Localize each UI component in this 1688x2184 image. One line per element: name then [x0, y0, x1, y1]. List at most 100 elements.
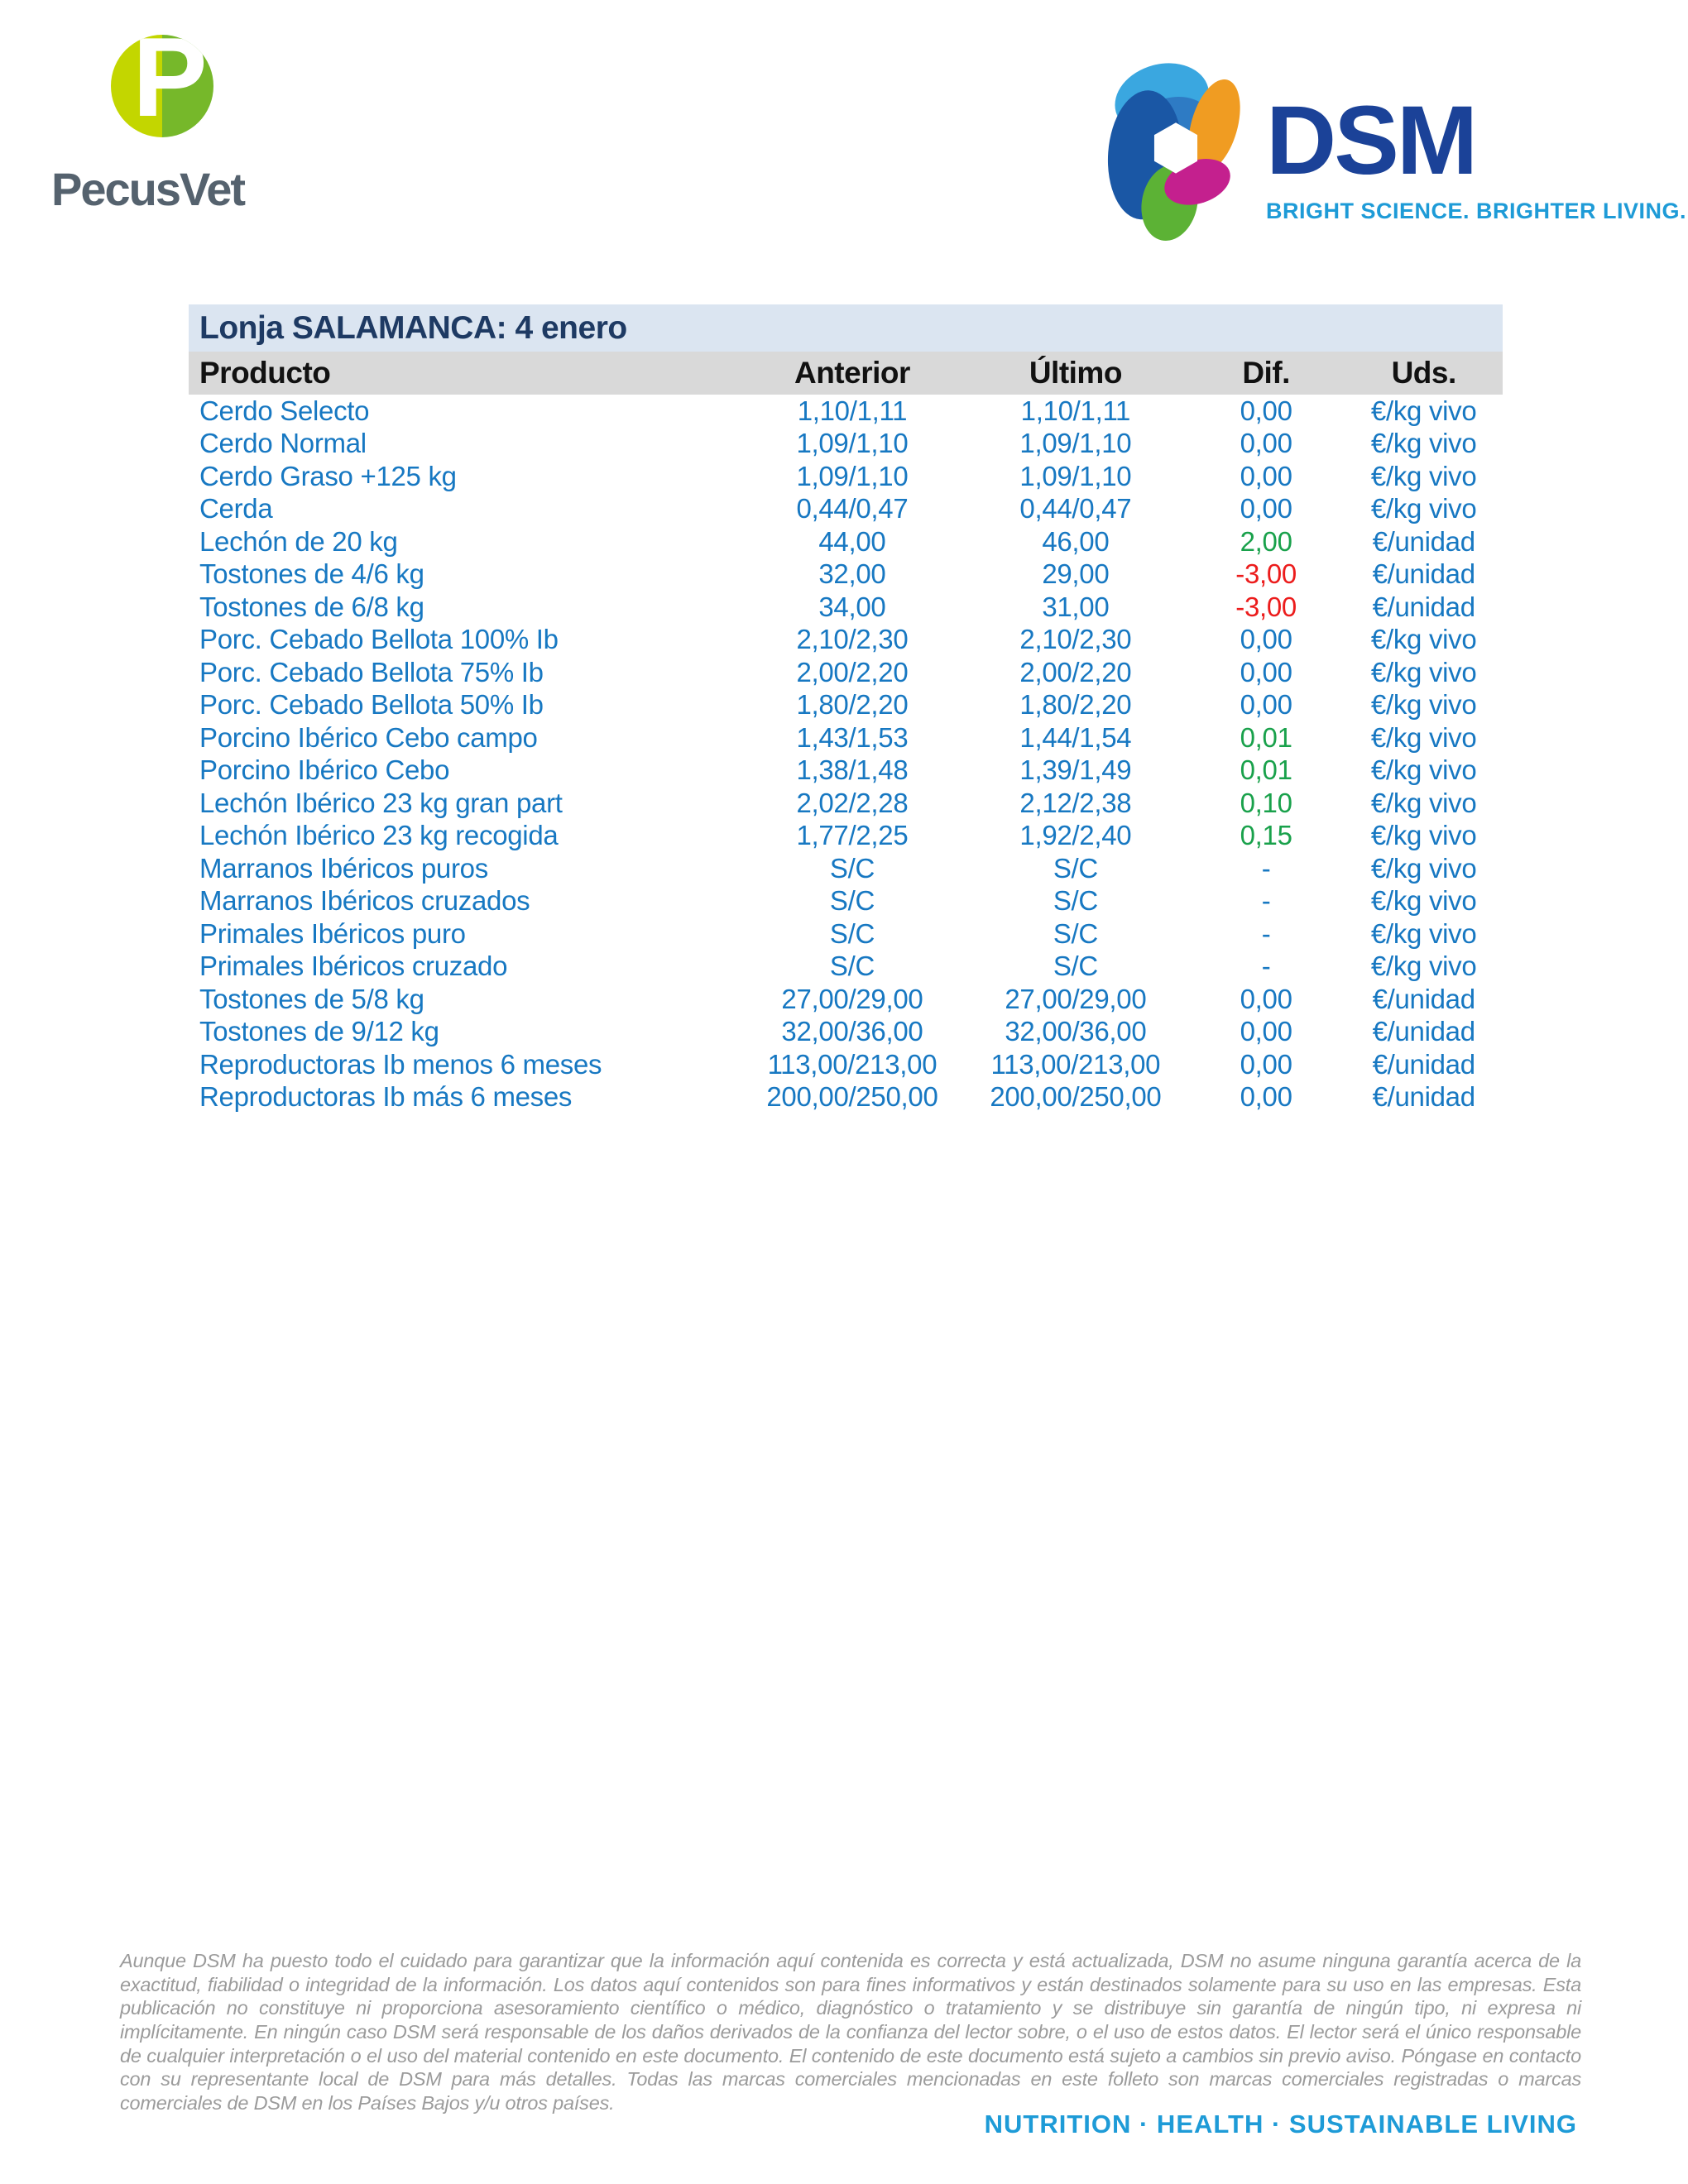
uds-value: €/kg vivo	[1370, 787, 1477, 818]
anterior-value: 1,09/1,10	[796, 428, 909, 459]
product-name: Marranos Ibéricos puros	[199, 852, 488, 884]
anterior-value: 200,00/250,00	[766, 1081, 938, 1113]
uds-value: €/kg vivo	[1370, 820, 1477, 851]
table-row: Reproductoras Ib más 6 meses 200,00/250,0…	[189, 1081, 1503, 1114]
dif-value: 0,10	[1240, 787, 1292, 818]
ultimo-value: 1,09/1,10	[1019, 428, 1132, 459]
table-title: Lonja SALAMANCA: 4 enero	[189, 304, 1503, 352]
anterior-value: 2,10/2,30	[796, 624, 909, 655]
table-row: Porc. Cebado Bellota 100% Ib 2,10/2,30 2,1…	[189, 624, 1503, 657]
dif-value: 0,01	[1240, 754, 1292, 786]
uds-value: €/unidad	[1372, 983, 1476, 1014]
anterior-value: 1,77/2,25	[796, 820, 909, 851]
uds-value: €/unidad	[1372, 1081, 1476, 1113]
column-header-dif: Dif.	[1242, 356, 1290, 390]
price-table: Lonja SALAMANCA: 4 enero Producto Anteri…	[189, 304, 1503, 1114]
ultimo-value: S/C	[1053, 852, 1098, 884]
table-row: Cerdo Graso +125 kg 1,09/1,10 1,09/1,10 0,0…	[189, 460, 1503, 493]
column-header-producto: Producto	[199, 356, 331, 390]
dif-value: 0,01	[1240, 721, 1292, 753]
table-row: Marranos Ibéricos puros S/C S/C - €/kg vivo	[189, 852, 1503, 885]
ultimo-value: 31,00	[1042, 591, 1110, 622]
uds-value: €/kg vivo	[1370, 493, 1477, 524]
ultimo-value: 29,00	[1042, 558, 1110, 590]
product-name: Porcino Ibérico Cebo	[199, 754, 450, 786]
uds-value: €/unidad	[1372, 591, 1476, 622]
product-name: Porcino Ibérico Cebo campo	[199, 721, 538, 753]
price-table-rows: Cerdo Selecto 1,10/1,11 1,10/1,11 0,00 €/kg …	[189, 395, 1503, 1114]
anterior-value: S/C	[829, 885, 875, 917]
ultimo-value: 1,09/1,10	[1019, 460, 1132, 491]
dif-value: -	[1261, 951, 1271, 982]
ultimo-value: 1,44/1,54	[1019, 721, 1132, 753]
dif-value: 2,00	[1240, 525, 1292, 557]
table-header-row: Producto Anterior Último Dif. Uds.	[189, 352, 1503, 395]
pecusvet-logo: P PecusVet	[51, 35, 324, 216]
product-name: Reproductoras Ib más 6 meses	[199, 1081, 573, 1113]
anterior-value: 2,00/2,20	[796, 656, 909, 687]
legal-disclaimer: Aunque DSM ha puesto todo el cuidado par…	[120, 1950, 1581, 2114]
dif-value: -	[1261, 885, 1271, 917]
uds-value: €/kg vivo	[1370, 951, 1477, 982]
anterior-value: 2,02/2,28	[796, 787, 909, 818]
table-row: Cerdo Normal 1,09/1,10 1,09/1,10 0,00 €/kg v…	[189, 428, 1503, 461]
anterior-value: S/C	[829, 917, 875, 949]
pecusvet-monogram: P	[132, 35, 208, 137]
uds-value: €/kg vivo	[1370, 624, 1477, 655]
ultimo-value: 2,12/2,38	[1019, 787, 1132, 818]
anterior-value: 1,43/1,53	[796, 721, 909, 753]
dif-value: 0,00	[1240, 395, 1292, 426]
table-row: Tostones de 4/6 kg 32,00 29,00 -3,00 €/unida…	[189, 558, 1503, 592]
ultimo-value: 1,10/1,11	[1020, 395, 1131, 426]
product-name: Lechón de 20 kg	[199, 525, 398, 557]
pecusvet-wordmark: PecusVet	[51, 163, 246, 215]
dif-value: 0,00	[1240, 428, 1292, 459]
ultimo-value: 2,10/2,30	[1019, 624, 1132, 655]
uds-value: €/kg vivo	[1370, 656, 1477, 687]
dsm-wordmark: DSM	[1266, 86, 1478, 195]
table-row: Lechón de 20 kg 44,00 46,00 2,00 €/unidad	[189, 525, 1503, 558]
uds-value: €/unidad	[1372, 525, 1476, 557]
ultimo-value: 32,00/36,00	[1005, 1016, 1147, 1047]
uds-value: €/kg vivo	[1370, 428, 1477, 459]
anterior-value: 44,00	[818, 525, 886, 557]
ultimo-value: 27,00/29,00	[1005, 983, 1147, 1014]
ultimo-value: S/C	[1053, 885, 1098, 917]
uds-value: €/kg vivo	[1370, 852, 1477, 884]
anterior-value: 1,80/2,20	[796, 689, 909, 721]
dif-value: 0,00	[1240, 624, 1292, 655]
dsm-tagline: BRIGHT SCIENCE. BRIGHTER LIVING.	[1266, 199, 1687, 224]
table-row: Primales Ibéricos cruzado S/C S/C - €/kg viv…	[189, 951, 1503, 984]
dsm-text-block: DSM BRIGHT SCIENCE. BRIGHTER LIVING.	[1266, 51, 1686, 243]
product-name: Lechón Ibérico 23 kg recogida	[199, 820, 559, 851]
uds-value: €/unidad	[1372, 558, 1476, 590]
dif-value: 0,00	[1240, 983, 1292, 1014]
ultimo-value: 1,80/2,20	[1019, 689, 1132, 721]
product-name: Cerdo Graso +125 kg	[199, 460, 457, 491]
product-name: Cerdo Normal	[199, 428, 367, 459]
ultimo-value: 46,00	[1042, 525, 1110, 557]
anterior-value: 32,00	[818, 558, 886, 590]
product-name: Porc. Cebado Bellota 100% Ib	[199, 624, 559, 655]
table-row: Marranos Ibéricos cruzados S/C S/C - €/kg vi…	[189, 885, 1503, 918]
column-header-uds: Uds.	[1391, 356, 1457, 390]
ultimo-value: S/C	[1053, 951, 1098, 982]
product-name: Marranos Ibéricos cruzados	[199, 885, 530, 917]
anterior-value: 27,00/29,00	[781, 983, 923, 1014]
anterior-value: S/C	[829, 852, 875, 884]
uds-value: €/kg vivo	[1370, 460, 1477, 491]
table-row: Tostones de 6/8 kg 34,00 31,00 -3,00 €/unida…	[189, 591, 1503, 624]
pecusvet-logo-icon: P	[111, 35, 213, 137]
product-name: Reproductoras Ib menos 6 meses	[199, 1048, 602, 1080]
dif-value: 0,00	[1240, 1048, 1292, 1080]
table-row: Reproductoras Ib menos 6 meses 113,00/213…	[189, 1048, 1503, 1081]
dif-value: -3,00	[1235, 558, 1297, 590]
table-row: Porcino Ibérico Cebo 1,38/1,48 1,39/1,49 0,…	[189, 754, 1503, 788]
anterior-value: 34,00	[818, 591, 886, 622]
table-row: Porcino Ibérico Cebo campo 1,43/1,53 1,44/…	[189, 721, 1503, 754]
product-name: Porc. Cebado Bellota 75% Ib	[199, 656, 544, 687]
table-row: Cerdo Selecto 1,10/1,11 1,10/1,11 0,00 €/kg …	[189, 395, 1503, 428]
ultimo-value: 1,92/2,40	[1019, 820, 1132, 851]
product-name: Cerdo Selecto	[199, 395, 370, 426]
